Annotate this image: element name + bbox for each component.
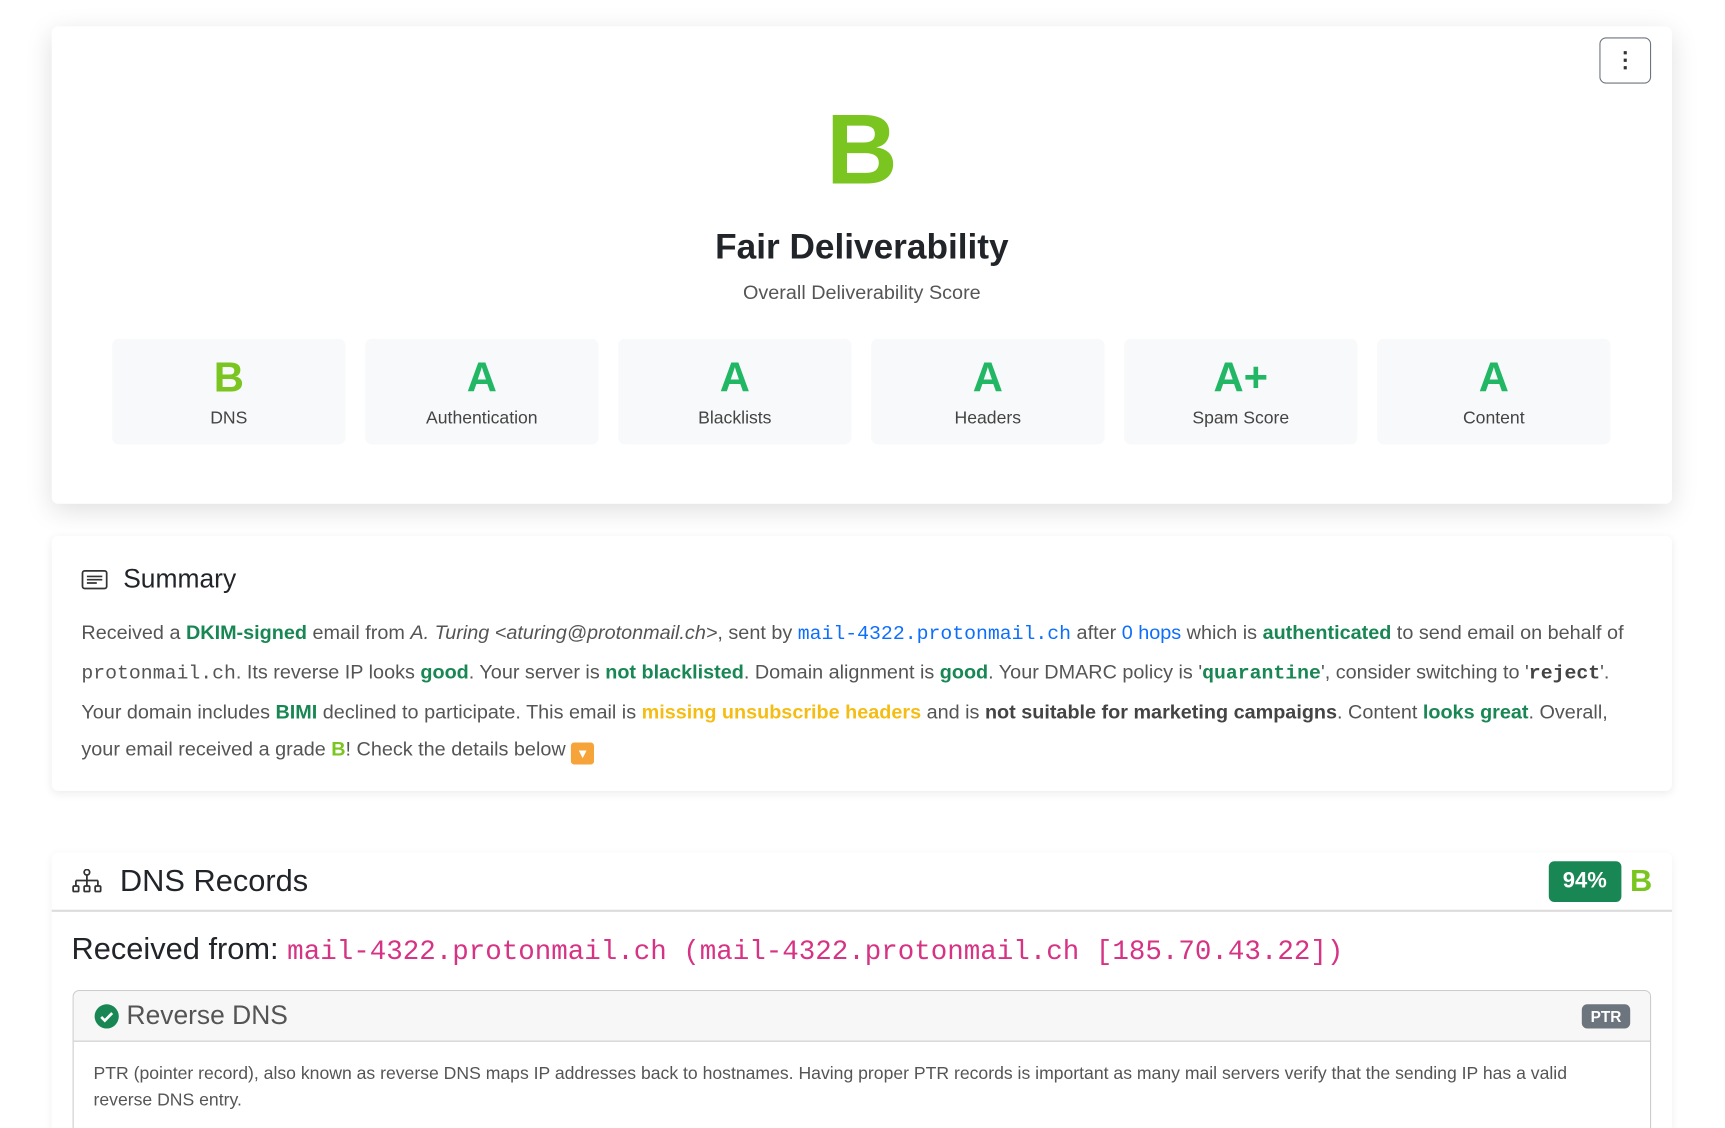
section-title: DNS Records	[119, 863, 309, 898]
overall-grade: B	[826, 95, 898, 206]
category-tile-spam-score[interactable]: A+ Spam Score	[1124, 338, 1358, 445]
category-grade: B	[213, 355, 244, 402]
page-title: Fair Deliverability	[715, 226, 1009, 267]
score-badge: 94%	[1548, 860, 1622, 902]
category-label: Blacklists	[698, 409, 772, 428]
category-tile-dns[interactable]: B DNS	[112, 338, 346, 445]
category-tile-authentication[interactable]: A Authentication	[365, 338, 599, 445]
received-from: Received from: mail-4322.protonmail.ch (…	[71, 931, 1344, 968]
received-host: mail-4322.protonmail.ch (mail-4322.proto…	[287, 936, 1344, 968]
category-label: Authentication	[426, 409, 538, 428]
category-tile-headers[interactable]: A Headers	[871, 338, 1105, 445]
dns-records-section: DNS Records 94% B Received from: mail-432…	[51, 852, 1673, 1128]
category-grade: A	[972, 355, 1003, 402]
sitemap-icon	[72, 869, 102, 893]
check-circle-icon	[94, 1003, 119, 1028]
category-grade: A	[719, 355, 750, 402]
category-tile-blacklists[interactable]: A Blacklists	[618, 338, 852, 445]
record-type-badge: PTR	[1581, 1003, 1631, 1028]
category-grade: A+	[1213, 355, 1269, 402]
category-label: Spam Score	[1192, 409, 1290, 428]
document-lines-icon	[81, 570, 108, 590]
category-tile-content[interactable]: A Content	[1377, 338, 1611, 445]
reverse-dns-card: Reverse DNS PTR PTR (pointer record), al…	[72, 990, 1652, 1128]
summary-title: Summary	[123, 564, 237, 594]
section-grade: B	[1629, 863, 1653, 898]
sender-host-link[interactable]: mail-4322.protonmail.ch	[797, 623, 1072, 646]
category-grade: A	[466, 355, 497, 402]
reverse-dns-title: Reverse DNS	[126, 1000, 288, 1031]
reverse-dns-header[interactable]: Reverse DNS PTR	[73, 991, 1650, 1042]
more-options-button[interactable]: ⋮	[1599, 37, 1652, 84]
reverse-dns-description: PTR (pointer record), also known as reve…	[93, 1064, 1568, 1110]
summary-card: Summary Received a DKIM-signed email fro…	[51, 535, 1673, 791]
kebab-vertical-icon: ⋮	[1614, 48, 1637, 73]
category-label: DNS	[210, 409, 248, 428]
summary-text: Received a DKIM-signed email from A. Tur…	[81, 614, 1641, 768]
score-card: ⋮ B Fair Deliverability Overall Delivera…	[51, 26, 1673, 504]
page-subtitle: Overall Deliverability Score	[742, 281, 981, 304]
category-grade: A	[1478, 355, 1509, 402]
down-arrow-icon: ▼	[571, 742, 595, 765]
category-label: Content	[1462, 409, 1525, 428]
category-label: Headers	[954, 409, 1022, 428]
hops-link[interactable]: 0 hops	[1121, 621, 1182, 644]
